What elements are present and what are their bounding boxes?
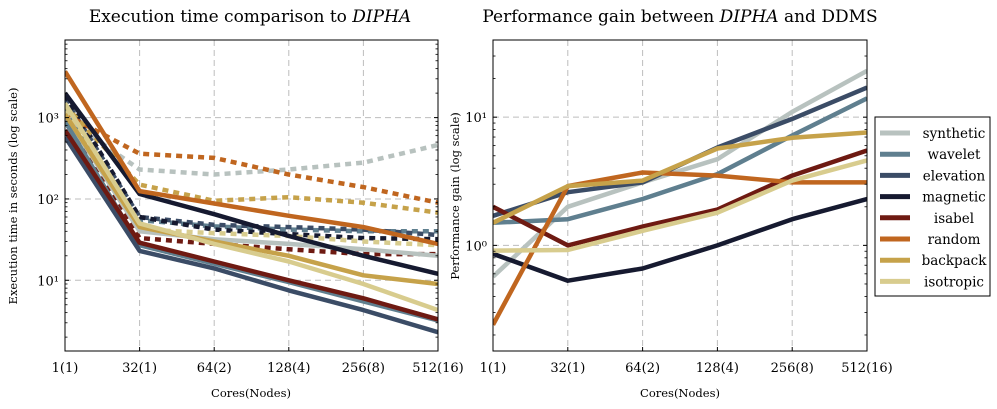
legend-label-random: random: [928, 232, 981, 248]
left-series-synthetic-dipha: [65, 115, 438, 177]
left-chart-yticks: 10¹ 10² 10³: [37, 43, 438, 338]
left-ytick-label: 10¹: [37, 274, 59, 289]
right-series-magnetic: [493, 196, 867, 283]
left-ytick-label: 10³: [37, 112, 59, 127]
left-series-random: [65, 70, 438, 247]
right-chart-frame: [492, 39, 868, 352]
left-series-backpack: [65, 112, 438, 287]
legend-label-wavelet: wavelet: [928, 147, 982, 163]
left-chart-grid: [65, 40, 438, 351]
right-ytick-label: 10⁰: [465, 239, 487, 254]
legend: synthetic wavelet elevation magnetic isabel r…: [874, 116, 991, 297]
left-xtick-label: 1(1): [52, 361, 79, 376]
left-series-elevation: [65, 135, 438, 335]
right-chart-series: [493, 68, 867, 326]
left-xtick-label: 128(4): [267, 361, 310, 376]
right-series-wavelet: [493, 96, 867, 226]
legend-label-magnetic: magnetic: [922, 190, 985, 206]
right-series-isabel: [493, 148, 867, 248]
right-xtick-label: 1(1): [480, 361, 507, 376]
left-chart-xlabel: Cores(Nodes): [211, 386, 291, 400]
right-chart-yticks: 10⁰ 10¹: [465, 55, 867, 336]
left-xtick-label: 256(8): [342, 361, 385, 376]
right-ytick-label: 10¹: [465, 111, 487, 126]
left-xtick-label: 32(1): [122, 361, 157, 376]
left-series-isabel: [65, 128, 438, 322]
left-series-magnetic-dipha: [65, 93, 438, 242]
right-chart-grid: [493, 40, 867, 351]
left-ytick-label: 10²: [37, 193, 59, 208]
legend-label-backpack: backpack: [922, 253, 988, 269]
left-xtick-label: 512(16): [412, 361, 464, 376]
left-chart-title: Execution time comparison to DIPHA: [89, 7, 411, 27]
right-series-random: [493, 170, 867, 326]
left-chart-frame: [64, 39, 439, 352]
left-series-isotropic-dipha: [65, 110, 438, 248]
right-xtick-label: 512(16): [841, 361, 893, 376]
legend-label-isabel: isabel: [934, 211, 974, 227]
right-chart-title: Performance gain between DIPHA and DDMS: [482, 7, 877, 27]
right-series-isotropic: [493, 158, 867, 253]
right-series-backpack: [493, 130, 867, 225]
legend-items: synthetic wavelet elevation magnetic isabel r…: [880, 126, 987, 290]
right-chart: Performance gain between DIPHA and DDMS …: [448, 7, 893, 400]
left-chart-series: [65, 70, 438, 335]
left-series-magnetic: [65, 91, 438, 276]
right-xtick-label: 64(2): [625, 361, 660, 376]
left-chart: Execution time comparison to DIPHA 1(1) 3…: [6, 7, 464, 400]
legend-label-synthetic: synthetic: [923, 126, 986, 142]
left-series-random-dipha: [65, 112, 438, 205]
left-chart-ylabel: Execution time in seconds (log scale): [6, 88, 20, 305]
right-xtick-label: 128(4): [696, 361, 739, 376]
left-series-isabel-dipha: [65, 120, 438, 257]
left-chart-xticks: 1(1) 32(1) 64(2) 128(4) 256(8) 512(16): [52, 347, 464, 376]
right-chart-ylabel: Performance gain (log scale): [448, 112, 462, 280]
legend-label-isotropic: isotropic: [924, 274, 984, 290]
legend-label-elevation: elevation: [923, 168, 986, 184]
right-chart-xticks: 1(1) 32(1) 64(2) 128(4) 256(8) 512(16): [480, 347, 893, 376]
right-chart-xlabel: Cores(Nodes): [640, 386, 720, 400]
left-series-isotropic: [65, 102, 438, 313]
right-xtick-label: 32(1): [550, 361, 585, 376]
right-xtick-label: 256(8): [771, 361, 814, 376]
left-xtick-label: 64(2): [197, 361, 232, 376]
legend-box: [874, 116, 991, 297]
